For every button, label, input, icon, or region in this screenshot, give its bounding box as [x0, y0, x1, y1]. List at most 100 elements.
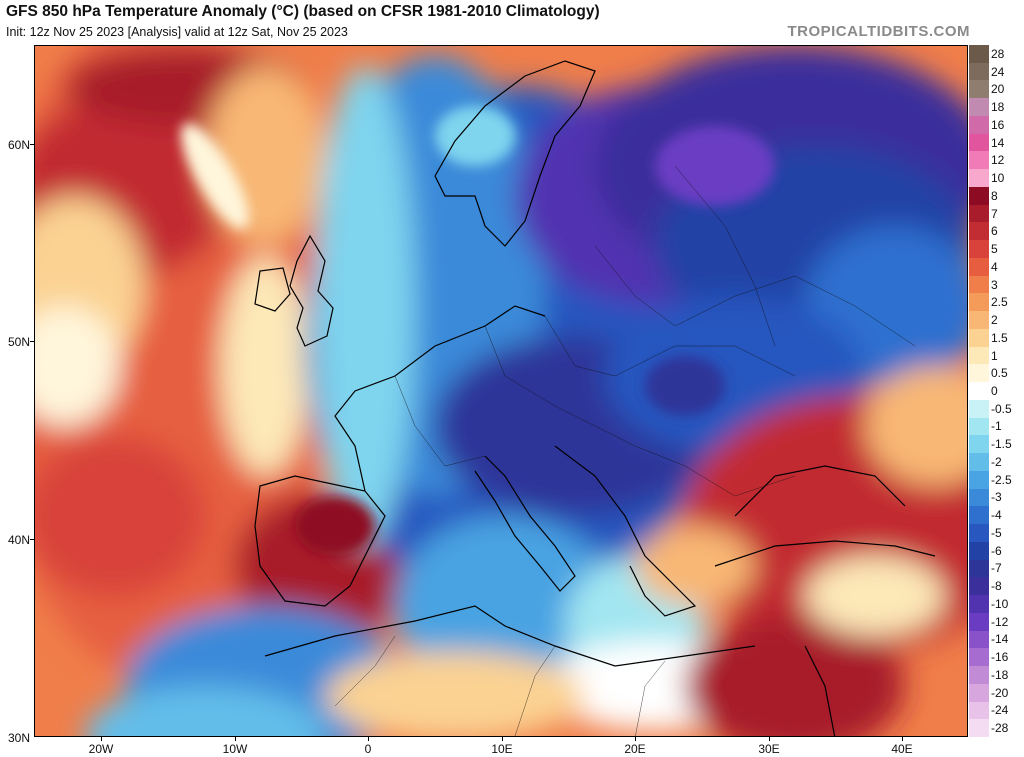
lat-tick [30, 341, 34, 342]
lon-label-10e: 10E [491, 742, 513, 756]
legend-swatch [969, 524, 989, 542]
lon-label-0: 0 [364, 742, 372, 756]
lon-tick [502, 737, 503, 741]
legend-label: -3 [991, 490, 1002, 505]
legend-item: -3 [969, 488, 1024, 507]
legend-label: -4 [991, 508, 1002, 523]
legend-item: -24 [969, 701, 1024, 720]
legend-label: -20 [991, 685, 1009, 700]
legend-swatch [969, 666, 989, 684]
lat-label-60n: 60N [7, 138, 30, 152]
lon-tick [902, 737, 903, 741]
legend-swatch [969, 151, 989, 170]
legend-label: -5 [991, 525, 1002, 540]
legend-item: -14 [969, 630, 1024, 649]
color-legend: 28 24 20 18 16 14 12 10 8 7 6 5 4 3 2.5 2 1.5 1 0.5 0 -0.5 -1… [969, 45, 1024, 737]
legend-item: 24 [969, 62, 1024, 81]
lon-label-20e: 20E [624, 742, 646, 756]
legend-swatch [969, 612, 989, 631]
legend-label: 2 [991, 313, 998, 327]
legend-label: 18 [991, 100, 1005, 115]
lon-label-20w: 20W [88, 742, 114, 756]
legend-item: 4 [969, 257, 1024, 276]
legend-item: 16 [969, 115, 1024, 134]
lat-label-40n: 40N [7, 533, 30, 547]
legend-label: -10 [991, 596, 1009, 611]
map-subtitle: Init: 12z Nov 25 2023 [Analysis] valid a… [6, 25, 348, 39]
legend-item: 8 [969, 186, 1024, 205]
legend-swatch [969, 648, 989, 667]
lon-label-10w: 10W [222, 742, 248, 756]
anomaly-detail [181, 106, 775, 556]
legend-item: 20 [969, 80, 1024, 99]
legend-item: 2.5 [969, 293, 1024, 312]
legend-swatch [969, 115, 989, 134]
legend-swatch [969, 222, 989, 241]
legend-swatch [969, 506, 989, 525]
legend-item: 14 [969, 133, 1024, 152]
legend-item: 10 [969, 169, 1024, 187]
lon-tick [368, 737, 369, 741]
legend-label: 0 [991, 383, 998, 398]
lon-label-40e: 40E [891, 742, 913, 756]
lon-tick [235, 737, 236, 741]
lat-tick [30, 144, 34, 145]
legend-label: -12 [991, 614, 1009, 629]
legend-label: -8 [991, 579, 1002, 594]
legend-label: -16 [991, 650, 1009, 665]
legend-item: -4 [969, 506, 1024, 525]
legend-label: -2 [991, 454, 1002, 469]
legend-swatch [969, 169, 989, 187]
legend-item: -8 [969, 577, 1024, 596]
legend-swatch [969, 488, 989, 507]
legend-swatch [969, 293, 989, 312]
legend-swatch [969, 630, 989, 649]
legend-swatch [969, 559, 989, 578]
legend-label: 0.5 [991, 366, 1008, 381]
legend-label: -1.5 [991, 437, 1012, 452]
legend-swatch [969, 417, 989, 436]
legend-label: -18 [991, 667, 1009, 682]
legend-swatch [969, 133, 989, 152]
legend-swatch [969, 275, 989, 294]
anomaly-field [35, 46, 967, 736]
lon-tick [101, 737, 102, 741]
legend-swatch [969, 240, 989, 258]
lat-tick [30, 539, 34, 540]
legend-label: 14 [991, 135, 1005, 150]
legend-item: -1.5 [969, 435, 1024, 454]
legend-label: 12 [991, 153, 1005, 168]
legend-swatch [969, 541, 989, 560]
legend-item: 0 [969, 382, 1024, 400]
legend-item: -6 [969, 541, 1024, 560]
legend-label: -1 [991, 419, 1002, 434]
legend-label: -14 [991, 632, 1009, 647]
legend-item: -1 [969, 417, 1024, 436]
legend-item: -28 [969, 719, 1024, 737]
legend-swatch [969, 719, 989, 737]
legend-item: -2 [969, 453, 1024, 471]
legend-label: 4 [991, 259, 998, 274]
legend-swatch [969, 435, 989, 454]
legend-label: -28 [991, 721, 1009, 736]
legend-item: 1.5 [969, 328, 1024, 347]
legend-label: 5 [991, 242, 998, 257]
legend-item: -10 [969, 595, 1024, 613]
legend-swatch [969, 453, 989, 471]
legend-swatch [969, 470, 989, 489]
legend-label: 24 [991, 64, 1005, 79]
legend-item: 28 [969, 45, 1024, 63]
legend-label: 8 [991, 188, 998, 203]
legend-item: -2.5 [969, 470, 1024, 489]
legend-item: -0.5 [969, 399, 1024, 418]
coastlines [254, 60, 936, 736]
legend-swatch [969, 577, 989, 596]
lat-label-30n: 30N [7, 731, 30, 745]
anomaly-map [34, 45, 968, 737]
legend-label: -2.5 [991, 472, 1012, 487]
legend-item: 3 [969, 275, 1024, 294]
legend-label: 1.5 [991, 330, 1008, 345]
legend-swatch [969, 257, 989, 276]
lon-label-30e: 30E [758, 742, 780, 756]
legend-label: 2.5 [991, 295, 1008, 310]
